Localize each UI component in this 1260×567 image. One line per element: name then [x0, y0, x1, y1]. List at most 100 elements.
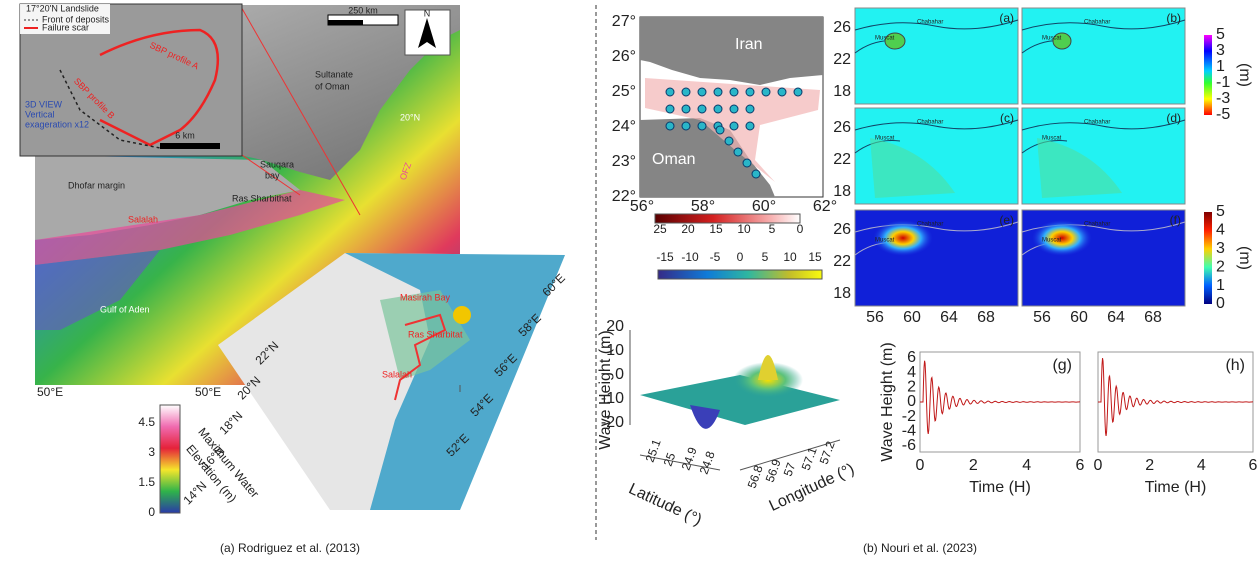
z-tick: 20	[606, 318, 624, 335]
source-point	[733, 147, 743, 157]
source-point	[681, 87, 691, 97]
source-point	[742, 158, 752, 168]
source-point	[697, 121, 707, 131]
lat-tick: 24.9	[679, 445, 700, 472]
colorbar-surface	[657, 269, 823, 280]
source-point	[681, 121, 691, 131]
source-point	[751, 169, 761, 179]
x-label: Time (H)	[1145, 479, 1207, 496]
gulf-deep	[35, 250, 160, 330]
source-point	[729, 104, 739, 114]
land-iran	[640, 17, 823, 85]
source-point	[761, 87, 771, 97]
z-label: Wave Height (m)	[597, 330, 614, 449]
source-point	[745, 104, 755, 114]
y-tick: 23°	[612, 153, 636, 170]
panel-label: (e)	[999, 213, 1014, 227]
inset-link	[239, 4, 361, 216]
wave-source	[884, 32, 906, 50]
wave-max	[1032, 220, 1092, 256]
shelf	[35, 190, 345, 265]
inset-note: Vertical	[25, 109, 55, 119]
y-tick: 6	[907, 349, 916, 366]
y-tick: 22	[833, 151, 851, 168]
scale-label: 250 km	[348, 5, 378, 15]
x-tick: 64	[940, 309, 958, 326]
colorbar-tick: 0	[797, 222, 804, 236]
panel-label: (g)	[1052, 357, 1072, 374]
source-point	[697, 87, 707, 97]
margin-label: Dhofar margin	[68, 180, 125, 190]
x-tick: 56°	[630, 198, 654, 215]
y-tick: 18	[833, 285, 851, 302]
y-tick: 2	[907, 379, 916, 396]
region-label: Iran	[735, 36, 763, 53]
colorbar-tick: 0	[148, 505, 155, 519]
colorbar-tick: -15	[656, 250, 674, 264]
y-label: Wave Height (m)	[879, 342, 896, 461]
place-label: Salalah	[382, 369, 412, 379]
colorbar-tick: 10	[783, 250, 797, 264]
place-label: Chabahar	[917, 20, 943, 26]
y-tick: 25°	[612, 83, 636, 100]
land-dhofar	[35, 155, 300, 240]
source-point	[793, 87, 803, 97]
x-tick: 60	[903, 309, 921, 326]
place-label: Chabahar	[1084, 120, 1110, 126]
y-tick: 0	[907, 393, 916, 410]
x-tick: 4	[1197, 457, 1206, 474]
lat-tick: 24.8	[697, 449, 718, 476]
colorbar-tick: 25	[653, 222, 667, 236]
y-tick: 4	[907, 364, 916, 381]
place-label: Chabahar	[917, 120, 943, 126]
y-tick: 27°	[612, 13, 636, 30]
colorbar-tick: 1.5	[138, 475, 155, 489]
place-label: Muscat	[875, 36, 895, 42]
source-point	[777, 87, 787, 97]
colorbar-tick: 4.5	[138, 415, 155, 429]
place-label: Masirah Bay	[400, 292, 451, 302]
region-label: Oman	[652, 151, 696, 168]
wave-source	[1052, 32, 1072, 50]
colorbar-tick: -3	[1216, 90, 1230, 107]
place-label: Muscat	[1042, 136, 1062, 142]
land-oman	[35, 5, 460, 180]
colorbar-source	[654, 213, 801, 224]
inset-note: exageration x12	[25, 119, 89, 129]
x-tick: 60	[1070, 309, 1088, 326]
colorbar-tick: 5	[762, 250, 769, 264]
colorbar-tick: 5	[1216, 203, 1225, 220]
x-tick: 60°	[752, 198, 776, 215]
colorbar-tick: -10	[681, 250, 699, 264]
colorbar-maps-1	[1204, 35, 1212, 115]
scale-bar-fill	[328, 20, 363, 25]
lat-tick: 25	[661, 450, 679, 468]
colorbar-tick: 20	[681, 222, 695, 236]
inset-note: 3D VIEW	[25, 99, 63, 109]
country-label: Sultanate	[315, 69, 353, 79]
panel-label: (b)	[1166, 11, 1181, 25]
x-tick: 62°	[813, 198, 837, 215]
z-tick: -10	[601, 390, 624, 407]
colorbar-tick: 15	[808, 250, 822, 264]
lat-tick: 25.1	[643, 437, 664, 464]
y-tick: 22	[833, 253, 851, 270]
colorbar-tick: 1	[1216, 277, 1225, 294]
panel-label: (c)	[1000, 111, 1014, 125]
x-tick: 6	[1076, 457, 1085, 474]
lon-tick: 57.2	[817, 439, 838, 466]
x-tick: 4	[1022, 457, 1031, 474]
colorbar-tick: -5	[710, 250, 721, 264]
x-tick: 56	[1033, 309, 1051, 326]
place-label: Chabahar	[1084, 222, 1110, 228]
source-point	[665, 104, 675, 114]
colorbar-tick: 1	[1216, 58, 1225, 75]
lon-label: 50°E	[37, 385, 63, 399]
colorbar-tick: -5	[1216, 106, 1230, 123]
place-label: Chabahar	[1084, 20, 1110, 26]
x-tick: 0	[916, 457, 925, 474]
wave-max	[873, 220, 933, 256]
colorbar-tick: 2	[1216, 258, 1225, 275]
source-point	[713, 87, 723, 97]
